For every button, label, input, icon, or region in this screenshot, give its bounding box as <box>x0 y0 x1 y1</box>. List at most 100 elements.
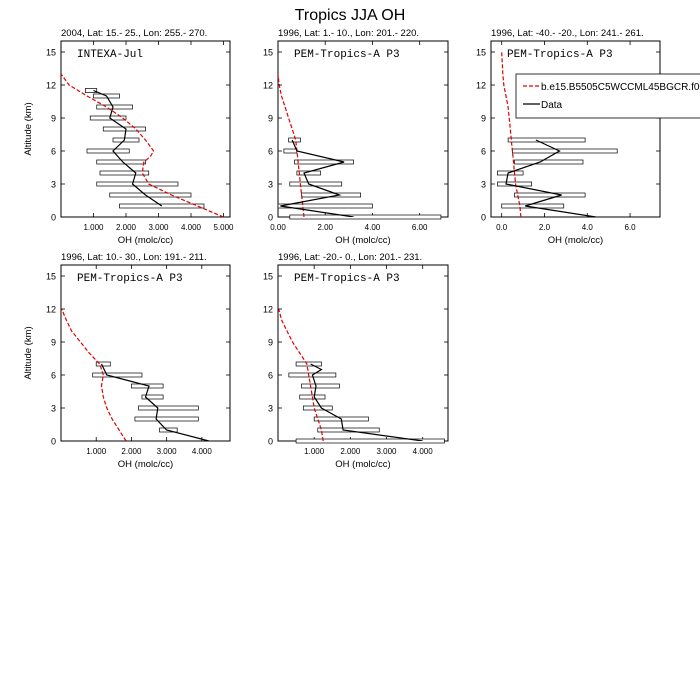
error-bar <box>96 104 133 110</box>
y-tick-label: 15 <box>263 48 273 58</box>
x-tick-label: 4.000 <box>192 447 213 456</box>
error-bar <box>497 170 524 176</box>
y-tick-label: 0 <box>481 213 486 223</box>
x-tick-label: 2.000 <box>116 223 137 232</box>
panels: 2004, Lat: 15.- 25., Lon: 255.- 270. 0 3 6 9… <box>23 28 661 470</box>
x-tick-label: 4.0 <box>582 223 594 232</box>
data-line <box>100 363 210 441</box>
y-axis-label: Altitude (km) <box>23 326 34 379</box>
model-line <box>278 308 324 441</box>
error-bar <box>95 361 111 367</box>
y-tick-label: 0 <box>268 213 273 223</box>
x-tick-label: 2.00 <box>317 223 333 232</box>
legend-data-label: Data <box>541 100 563 111</box>
plot-frame <box>490 40 661 218</box>
x-tick-label: 1.000 <box>86 447 107 456</box>
error-bar <box>102 126 146 132</box>
y-tick-label: 12 <box>263 305 273 315</box>
panel-1: 2004, Lat: 15.- 25., Lon: 255.- 270. 0 3 6 9… <box>23 28 234 246</box>
y-tick-label: 12 <box>46 81 56 91</box>
y-tick-label: 6 <box>481 147 486 157</box>
y-tick-label: 6 <box>268 371 273 381</box>
x-axis-label: OH (molc/cc) <box>335 459 390 470</box>
legend: b.e15.B5505C5WCCML45BGCR.f09 Data <box>515 73 700 119</box>
error-bar <box>514 159 584 165</box>
y-tick-label: 0 <box>51 213 56 223</box>
x-axis-label: OH (molc/cc) <box>335 235 390 246</box>
x-tick-label: 3.000 <box>157 447 178 456</box>
campaign-label: PEM-Tropics-A P3 <box>294 49 400 61</box>
x-tick-label: 3.000 <box>148 223 169 232</box>
y-tick-label: 15 <box>263 272 273 282</box>
panel-header: 1996, Lat: -20.- 0., Lon: 201.- 231. <box>278 252 422 263</box>
x-axis-label: OH (molc/cc) <box>118 235 173 246</box>
error-bar <box>141 394 164 400</box>
panel-5: 1996, Lat: -20.- 0., Lon: 201.- 231. 0 3 6 9… <box>263 252 449 470</box>
campaign-label: PEM-Tropics-A P3 <box>77 273 183 285</box>
model-line <box>61 73 224 217</box>
model-line <box>61 308 127 441</box>
y-tick-label: 12 <box>476 81 486 91</box>
error-bar <box>138 405 199 411</box>
error-bar <box>295 438 445 444</box>
y-tick-label: 3 <box>51 404 56 414</box>
y-tick-label: 6 <box>51 147 56 157</box>
campaign-label: INTEXA-Jul <box>77 49 143 61</box>
plot-frame <box>60 264 231 442</box>
error-bar <box>86 148 130 154</box>
legend-box <box>515 73 700 119</box>
y-tick-label: 3 <box>481 180 486 190</box>
x-axis-label: OH (molc/cc) <box>548 235 603 246</box>
panel-4: 1996, Lat: 10.- 30., Lon: 191.- 211. 0 3 6 9… <box>23 252 231 470</box>
y-tick-label: 9 <box>51 114 56 124</box>
x-tick-label: 4.000 <box>181 223 202 232</box>
error-bar <box>294 159 354 165</box>
y-tick-label: 9 <box>268 114 273 124</box>
y-axis-label: Altitude (km) <box>23 102 34 155</box>
error-bar <box>295 361 322 367</box>
y-tick-label: 9 <box>268 338 273 348</box>
data-line <box>505 139 596 217</box>
x-tick-label: 1.000 <box>304 447 325 456</box>
x-tick-label: 6.00 <box>412 223 428 232</box>
x-tick-label: 2.000 <box>121 447 142 456</box>
x-tick-label: 2.0 <box>539 223 551 232</box>
error-bar <box>302 405 333 411</box>
y-tick-label: 3 <box>268 404 273 414</box>
x-tick-label: 5.000 <box>213 223 234 232</box>
panel-2: 1996, Lat: 1.- 10., Lon: 201.- 220. 0 3 6 9 1… <box>263 28 449 246</box>
x-axis-label: OH (molc/cc) <box>118 459 173 470</box>
campaign-label: PEM-Tropics-A P3 <box>507 49 613 61</box>
data-line <box>93 89 163 207</box>
y-tick-label: 0 <box>51 437 56 447</box>
x-tick-label: 4.000 <box>413 447 434 456</box>
x-tick-label: 0.0 <box>496 223 508 232</box>
y-tick-label: 15 <box>46 48 56 58</box>
legend-model-label: b.e15.B5505C5WCCML45BGCR.f09 <box>541 82 700 93</box>
error-bar <box>109 192 192 198</box>
y-tick-label: 3 <box>51 180 56 190</box>
error-bar <box>512 148 618 154</box>
y-tick-label: 6 <box>268 147 273 157</box>
y-tick-label: 15 <box>46 272 56 282</box>
error-bar <box>507 137 586 143</box>
y-tick-label: 0 <box>268 437 273 447</box>
plot-frame <box>60 40 231 218</box>
figure-title: Tropics JJA OH <box>295 7 406 24</box>
error-bar <box>288 137 301 143</box>
error-bar <box>85 88 98 93</box>
y-tick-label: 9 <box>481 114 486 124</box>
y-tick-label: 9 <box>51 338 56 348</box>
error-bar <box>514 192 586 198</box>
x-tick-label: 0.00 <box>270 223 286 232</box>
x-tick-label: 3.000 <box>376 447 397 456</box>
campaign-label: PEM-Tropics-A P3 <box>294 273 400 285</box>
error-bar <box>277 203 373 209</box>
panel-header: 1996, Lat: 1.- 10., Lon: 201.- 220. <box>278 28 419 39</box>
panel-header: 1996, Lat: 10.- 30., Lon: 191.- 211. <box>61 252 207 263</box>
error-bar <box>112 137 140 143</box>
error-bar <box>301 383 340 389</box>
y-tick-label: 12 <box>263 81 273 91</box>
y-tick-label: 6 <box>51 371 56 381</box>
panel-header: 1996, Lat: -40.- -20., Lon: 241.- 261. <box>491 28 644 39</box>
